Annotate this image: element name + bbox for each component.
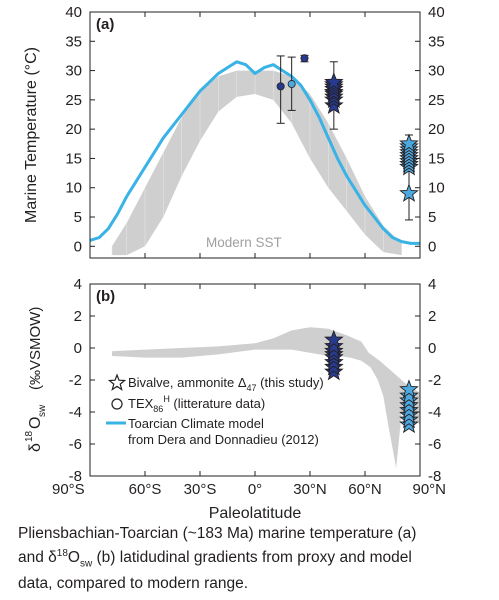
y-tick-label-left-b: -4 (69, 404, 82, 421)
panel-b: 4 42 20 0-2 -2-4 -4-6 -6-8 -890°S 60°S 30°S 0° 30°N… (24, 276, 446, 522)
y-tick-label-right: 40 (428, 4, 445, 21)
modern-sst-label: Modern SST (206, 235, 282, 250)
caption-line-2-post: (b) latidudinal gradients from proxy and… (92, 549, 412, 567)
y-tick-label-left: 5 (74, 209, 82, 226)
legend-label-model-source: from Dera and Donnadieu (2012) (128, 432, 319, 447)
tex86-point (300, 54, 309, 63)
y-tick-label-right: 35 (428, 33, 445, 50)
caption-line-2-pre: and δ (18, 549, 57, 567)
panel-a-label: (a) (96, 16, 114, 33)
bivalve-star (399, 133, 419, 153)
y-tick-label-left: 10 (65, 180, 82, 197)
x-tick-label: 60°N (348, 481, 382, 498)
panel-a-ylabel: Marine Temperature (°C) (23, 47, 40, 223)
y-tick-label-right: 10 (428, 180, 445, 197)
ylabel-delta: δ (27, 443, 44, 452)
bivalve-star-b (399, 379, 419, 398)
caption-sup: 18 (56, 548, 68, 559)
y-tick-label-right-b: 0 (428, 340, 436, 357)
caption-o: O (67, 549, 80, 567)
toarcian-model-line (89, 60, 420, 245)
x-axis-label: Paleolatitude (209, 505, 302, 522)
y-tick-label-left-b: 0 (74, 340, 82, 357)
y-tick-label-left: 35 (65, 33, 82, 50)
x-tick-label: 90°N (412, 481, 446, 498)
y-tick-label-right-b: -2 (428, 372, 441, 389)
legend-label-model: Toarcian Climate model (128, 416, 264, 431)
modern-sst-range (112, 70, 402, 256)
panel-b-ylabel: δ 18 O sw (‰VSMOW) (24, 307, 48, 452)
tex86-point (276, 82, 285, 91)
y-tick-label-left: 0 (74, 238, 82, 255)
bivalve-star (399, 183, 419, 202)
y-tick-label-right: 20 (428, 121, 445, 138)
data-markers-b (324, 329, 419, 434)
caption-line-1: Pliensbachian-Toarcian (~183 Ma) marine … (18, 525, 417, 542)
y-tick-label-left-b: -2 (69, 372, 82, 389)
panel-b-ticks: 4 42 20 0-2 -2-4 -4-6 -6-8 -890°S 60°S 30°S 0° 30°N… (52, 276, 446, 498)
y-tick-label-left: 20 (65, 121, 82, 138)
x-tick-label: 90°S (52, 481, 85, 498)
y-tick-label-right-b: -6 (428, 436, 441, 453)
modern-sst-area (112, 70, 402, 256)
tex86-point (287, 80, 296, 89)
y-tick-label-left: 25 (65, 92, 82, 109)
bivalve-star-b (399, 385, 419, 405)
legend: Bivalve, ammonite Δ47 (this study) TEX86… (106, 373, 324, 447)
caption-sub: sw (79, 558, 93, 570)
x-tick-label: 60°S (129, 481, 162, 498)
x-tick-label: 30°N (293, 481, 327, 498)
panel-a: 0 0 5 5 10 10 15 15 20 20 25 25 30 30 35 35 40 40 (a) Mod… (23, 4, 445, 259)
bivalve-star (324, 72, 344, 91)
ylabel-sup: 18 (24, 430, 35, 442)
ylabel-unit: (‰VSMOW) (27, 307, 44, 390)
y-tick-label-right-b: 4 (428, 276, 436, 293)
legend-circle-icon (111, 398, 123, 410)
figure-caption: Pliensbachian-Toarcian (~183 Ma) marine … (18, 524, 488, 594)
legend-label-bivalve: Bivalve, ammonite Δ47 (this study) (128, 375, 324, 393)
y-tick-label-right: 5 (428, 209, 436, 226)
bivalve-star-b (324, 336, 344, 355)
x-tick-label: 0° (248, 481, 262, 498)
y-tick-label-left-b: -8 (69, 468, 82, 485)
y-tick-label-right: 30 (428, 63, 445, 80)
ylabel-sub: sw (37, 404, 48, 417)
y-tick-label-left-b: 4 (74, 276, 82, 293)
y-tick-label-right: 15 (428, 150, 445, 167)
caption-line-3: data, compared to modern range. (18, 575, 249, 593)
bivalve-star (324, 95, 344, 115)
y-tick-label-right-b: 2 (428, 308, 436, 325)
panel-b-label: (b) (96, 288, 115, 305)
y-tick-label-right: 25 (428, 92, 445, 109)
y-tick-label-right-b: -4 (428, 404, 441, 421)
y-tick-label-left: 40 (65, 4, 82, 21)
y-tick-label-left-b: -6 (69, 436, 82, 453)
data-markers (276, 54, 419, 202)
bivalve-star-b (324, 329, 344, 349)
legend-star-shape (107, 373, 127, 391)
legend-label-tex86: TEX86H (litterature data) (128, 394, 265, 414)
x-tick-label: 30°S (184, 481, 217, 498)
model-curve (89, 60, 420, 245)
y-tick-label-right-b: -8 (428, 468, 441, 485)
y-tick-label-left: 15 (65, 150, 82, 167)
ylabel-o: O (27, 417, 44, 429)
panel-a-ticks: 0 0 5 5 10 10 15 15 20 20 25 25 30 30 35 35 40 40 (65, 4, 445, 258)
y-tick-label-left: 30 (65, 63, 82, 80)
y-tick-label-left-b: 2 (74, 308, 82, 325)
y-tick-label-right: 0 (428, 238, 436, 255)
legend-star-icon (107, 373, 127, 391)
